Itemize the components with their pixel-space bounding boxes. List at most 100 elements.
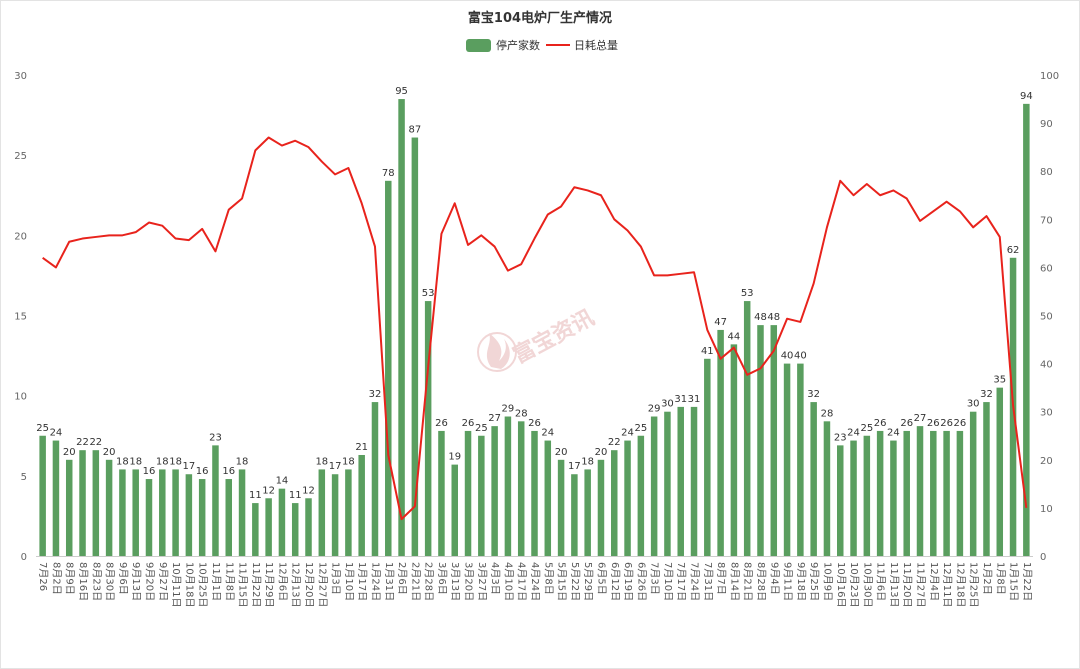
stopped-plants-bar [943,430,950,556]
left-axis-tick-label: 0 [21,552,27,563]
bar-value-label: 25 [634,423,647,434]
stopped-plants-bar [730,344,738,556]
x-axis-tick-label: 10月25日 [197,562,209,607]
x-axis-tick-label: 12月11日 [941,562,953,607]
daily-consumption-point [214,250,217,253]
x-axis-tick-label: 9月20日 [143,562,155,601]
x-axis-tick-label: 9月25日 [808,562,820,601]
daily-consumption-point [413,505,416,508]
stopped-plants-bar [837,445,844,556]
bar-value-label: 26 [874,418,887,429]
stopped-plants-bar [411,137,419,556]
x-axis-tick-label: 1月31日 [383,562,395,601]
x-axis-tick-label: 12月13日 [290,562,302,607]
x-axis-tick-label: 1月17日 [356,562,368,601]
daily-consumption-point [799,320,802,323]
x-axis-tick-label: 3月13日 [449,562,461,601]
x-axis-tick-label: 11月29日 [263,562,275,607]
x-axis-tick-label: 8月16日 [77,562,89,601]
daily-consumption-point [759,367,762,370]
stopped-plants-bar [504,416,512,556]
stopped-plants-bar [438,430,445,556]
x-axis-tick-label: 6月26日 [635,562,647,601]
stopped-plants-bar [544,440,552,556]
daily-consumption-point [852,194,855,197]
x-axis-tick-label: 3月20日 [463,562,475,601]
daily-consumption-point [919,219,922,222]
bar-value-label: 22 [608,437,621,448]
daily-consumption-point [599,194,602,197]
stopped-plants-bar [797,363,804,556]
x-axis-tick-label: 6月12日 [609,562,621,601]
x-axis-tick-label: 1月22日 [1021,562,1033,601]
bar-value-label: 28 [821,408,834,419]
left-axis-tick-label: 5 [21,472,27,483]
x-axis-tick-label: 7月10日 [662,562,674,601]
stopped-plants-bar [956,430,964,556]
stopped-plants-bar [863,435,871,556]
daily-consumption-point [626,229,629,232]
bar-value-label: 29 [648,404,661,415]
bar-value-label: 20 [595,447,608,458]
bar-value-label: 21 [355,442,368,453]
stopped-plants-bar [145,479,153,556]
watermark-circle-icon [477,332,517,372]
bar-value-label: 18 [156,456,169,467]
bar-value-label: 41 [701,346,714,357]
stopped-plants-bar [690,406,698,556]
x-axis-tick-label: 6月19日 [622,562,634,601]
stopped-plants-bar [424,301,432,556]
x-axis-tick-label: 2月28日 [423,562,435,601]
left-axis-tick-label: 30 [14,71,27,82]
x-axis-tick-label: 7月31日 [702,562,714,601]
x-axis-tick-label: 9月18日 [795,562,807,601]
x-axis-tick-label: 1月10日 [343,562,355,601]
daily-consumption-point [905,197,908,200]
stopped-plants-bar [890,440,897,556]
daily-consumption-point [280,144,283,147]
x-axis-tick-label: 12月25日 [968,562,980,607]
stopped-plants-bar [331,474,339,556]
x-axis-tick-label: 2月6日 [396,562,408,595]
daily-consumption-point [334,173,337,176]
x-axis-tick-label: 8月21日 [742,562,754,601]
daily-consumption-point [360,202,363,205]
daily-consumption-point [134,231,137,234]
daily-consumption-point [201,227,204,230]
daily-consumption-point [546,213,549,216]
daily-consumption-point [493,245,496,248]
left-axis-tick-label: 15 [14,312,27,323]
daily-consumption-point [998,235,1001,238]
x-axis-tick-label: 11月13日 [888,562,900,607]
stopped-plants-bar [757,325,764,556]
stopped-plants-bar [611,450,618,556]
daily-consumption-point [373,245,376,248]
bar-value-label: 48 [767,312,780,323]
bar-value-label: 94 [1020,91,1033,102]
bar-value-label: 31 [688,394,701,405]
bar-value-label: 87 [408,125,421,136]
x-axis-tick-label: 1月8日 [994,562,1006,595]
stopped-plants-bar [903,430,910,556]
bar-value-label: 20 [555,447,568,458]
daily-consumption-point [227,208,230,211]
bar-value-label: 32 [807,389,820,400]
bar-value-label: 17 [183,461,196,472]
stopped-plants-bar [916,426,924,556]
x-axis-tick-label: 9月13日 [130,562,142,601]
stopped-plants-bar [478,435,485,556]
daily-consumption-point [972,226,975,229]
stopped-plants-bar [517,421,525,556]
legend-item-stopped-plants: 停产家数 [466,38,540,52]
bar-value-label: 47 [714,317,727,328]
chart-title: 富宝104电炉厂生产情况 [468,10,612,26]
daily-consumption-point [639,245,642,248]
daily-consumption-point [653,274,656,277]
daily-consumption-point [573,186,576,189]
daily-consumption-point [174,237,177,240]
x-axis-tick-label: 1月3日 [330,562,342,595]
x-axis-tick-label: 7月26 [37,562,49,591]
stopped-plants-bar [451,464,458,556]
daily-consumption-point [945,200,948,203]
x-axis-tick-label: 8月30日 [104,562,116,601]
